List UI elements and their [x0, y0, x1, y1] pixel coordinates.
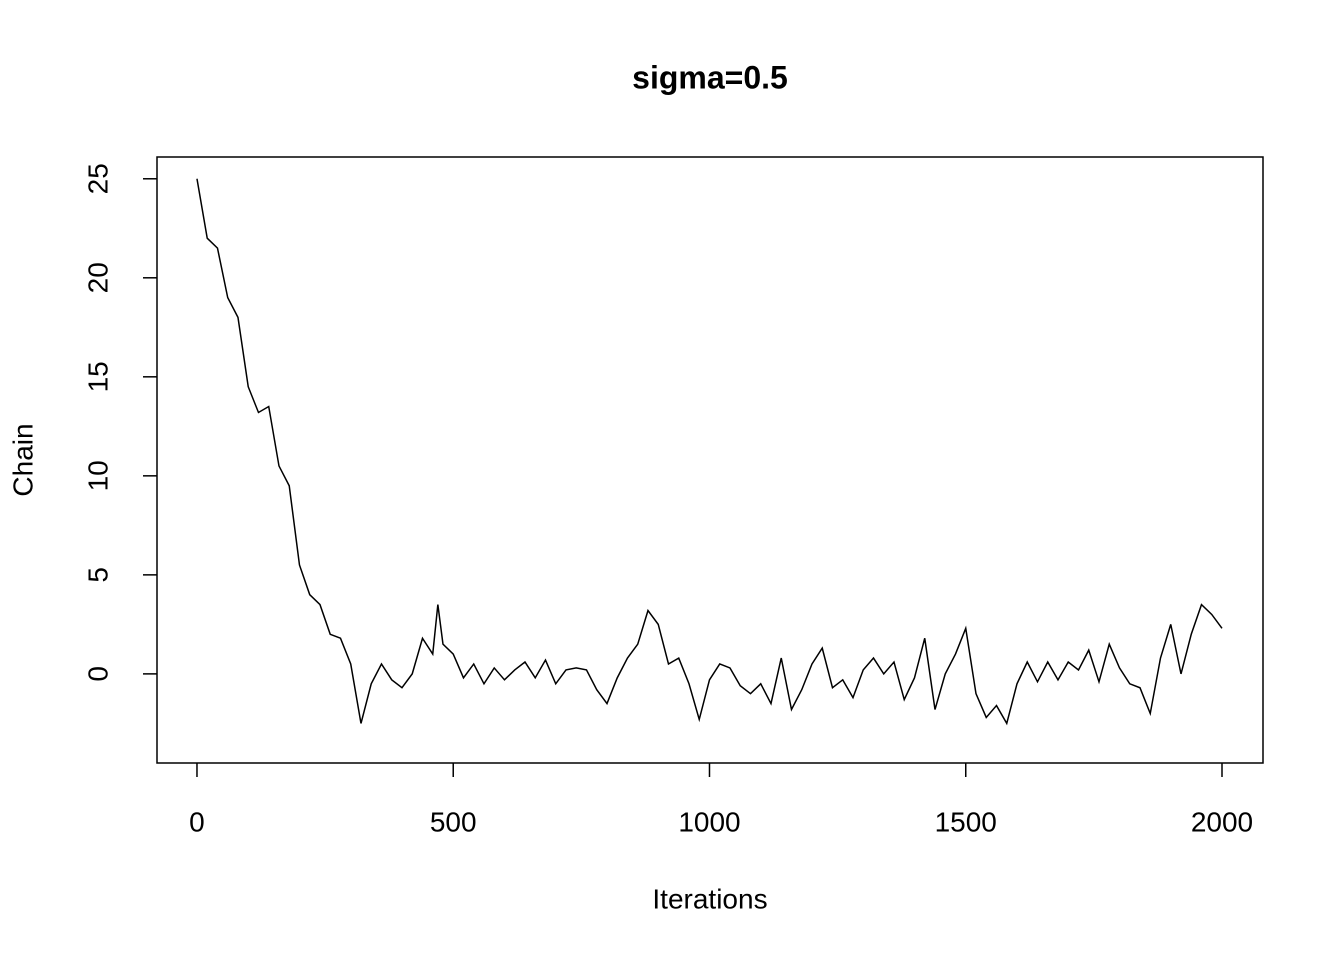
chart-title: sigma=0.5: [632, 59, 788, 95]
plot-frame: [156, 156, 1264, 764]
y-tick-label: 0: [82, 666, 113, 682]
y-axis-label: Chain: [7, 423, 38, 496]
y-tick-label: 25: [82, 163, 113, 194]
y-tick-label: 10: [82, 460, 113, 491]
x-tick-label: 1500: [935, 806, 997, 837]
x-tick-label: 1000: [678, 806, 740, 837]
x-axis-label: Iterations: [652, 883, 767, 914]
x-tick-label: 0: [189, 806, 205, 837]
y-tick-label: 15: [82, 361, 113, 392]
x-tick-label: 500: [430, 806, 477, 837]
data-line: [196, 178, 1223, 726]
y-tick-label: 5: [82, 567, 113, 583]
x-tick-label: 2000: [1191, 806, 1253, 837]
y-tick-label: 20: [82, 262, 113, 293]
